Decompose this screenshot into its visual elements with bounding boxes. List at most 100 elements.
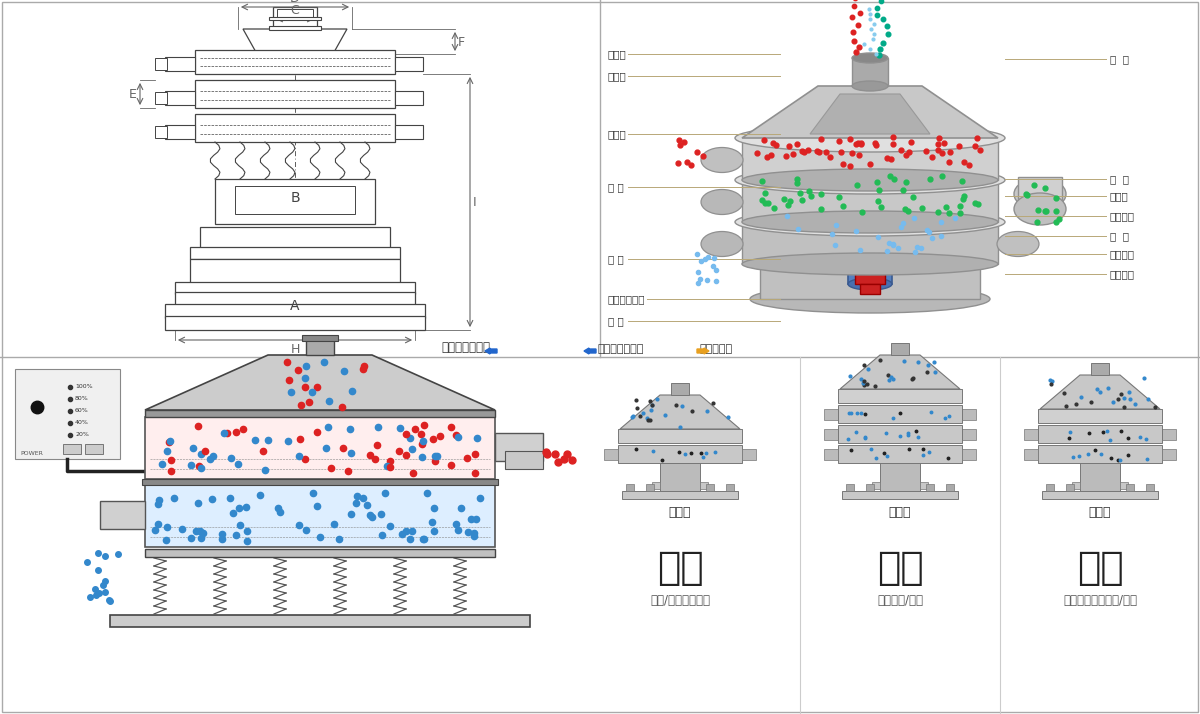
Text: 振动电机: 振动电机 [1110,249,1135,259]
Bar [277,9,313,19]
Bar [1024,449,1038,460]
Bar [866,484,874,491]
Text: 网  架: 网 架 [1110,174,1129,184]
Ellipse shape [701,189,743,214]
Bar [838,425,962,443]
Bar [1038,409,1162,423]
Ellipse shape [742,169,998,191]
Bar [155,58,167,70]
Ellipse shape [1014,178,1066,210]
Text: I: I [473,196,476,208]
Bar [946,484,954,491]
Ellipse shape [848,216,892,228]
Text: 出料口: 出料口 [608,129,626,139]
Text: H: H [290,343,300,356]
Bar [846,484,854,491]
Bar [166,316,425,330]
Text: 去除异物/结块: 去除异物/结块 [877,594,923,607]
Bar [660,463,700,491]
Bar [142,479,498,485]
Bar [920,482,928,489]
Bar [760,264,980,299]
Text: B: B [290,191,300,205]
Bar [1046,484,1054,491]
Bar [64,444,82,454]
Bar [926,484,934,491]
Bar [838,445,962,463]
Bar [1038,425,1162,443]
Bar [155,126,167,138]
Text: E: E [130,88,137,101]
Polygon shape [742,86,998,138]
Text: 40%: 40% [74,421,89,426]
Text: 进料口: 进料口 [608,49,626,59]
Bar [824,429,838,440]
Text: 100%: 100% [74,385,92,390]
Bar [175,292,415,306]
Polygon shape [145,355,496,410]
Bar [85,444,103,454]
Bar [880,463,920,491]
Text: 加重块: 加重块 [1110,191,1129,201]
Bar [962,429,976,440]
Text: 20%: 20% [74,433,89,438]
Bar [274,7,317,29]
Text: F: F [458,36,466,49]
Bar [166,125,194,139]
Text: 80%: 80% [74,396,89,401]
Text: 除杂: 除杂 [1076,549,1123,587]
Bar [166,57,194,71]
Ellipse shape [852,81,888,91]
FancyArrow shape [584,348,596,354]
FancyArrow shape [485,348,497,354]
Text: 防尘盖: 防尘盖 [608,71,626,81]
Text: 机 座: 机 座 [608,316,624,326]
Bar [742,222,998,264]
Bar [618,445,742,463]
Bar [700,482,708,489]
Bar [860,284,880,294]
Bar [824,449,838,460]
Bar [848,222,892,284]
Text: C: C [290,4,299,17]
Bar [742,449,756,460]
Bar [194,114,395,142]
Bar [854,274,886,284]
Bar [215,179,374,224]
Bar [626,484,634,491]
Text: 筛  网: 筛 网 [1110,54,1129,64]
Bar [235,186,355,214]
Bar [1066,484,1074,491]
Bar [155,92,167,104]
Polygon shape [840,355,960,389]
Polygon shape [620,395,740,429]
Bar [269,17,322,20]
Bar [505,451,542,469]
Bar [145,410,496,417]
Text: 三层式: 三层式 [889,506,911,519]
Bar [1038,445,1162,463]
Ellipse shape [852,53,888,63]
Text: 外形尺寸示意圖: 外形尺寸示意圖 [598,344,644,354]
Polygon shape [242,29,347,54]
Bar [269,26,322,30]
Ellipse shape [1014,193,1066,225]
Bar [852,58,888,86]
Bar [496,433,542,461]
Bar [646,484,654,491]
Bar [812,219,822,259]
Ellipse shape [734,208,1006,236]
Text: 分级: 分级 [656,549,703,587]
Bar [1162,429,1176,440]
Bar [1042,491,1158,499]
Bar [824,409,838,420]
Bar [838,389,962,403]
Bar [742,180,998,222]
Bar [1091,363,1109,375]
Text: 运输固定螺栓: 运输固定螺栓 [608,294,646,304]
Ellipse shape [701,148,743,173]
Ellipse shape [742,211,998,233]
Bar [706,484,714,491]
Bar [842,491,958,499]
Bar [890,343,910,355]
